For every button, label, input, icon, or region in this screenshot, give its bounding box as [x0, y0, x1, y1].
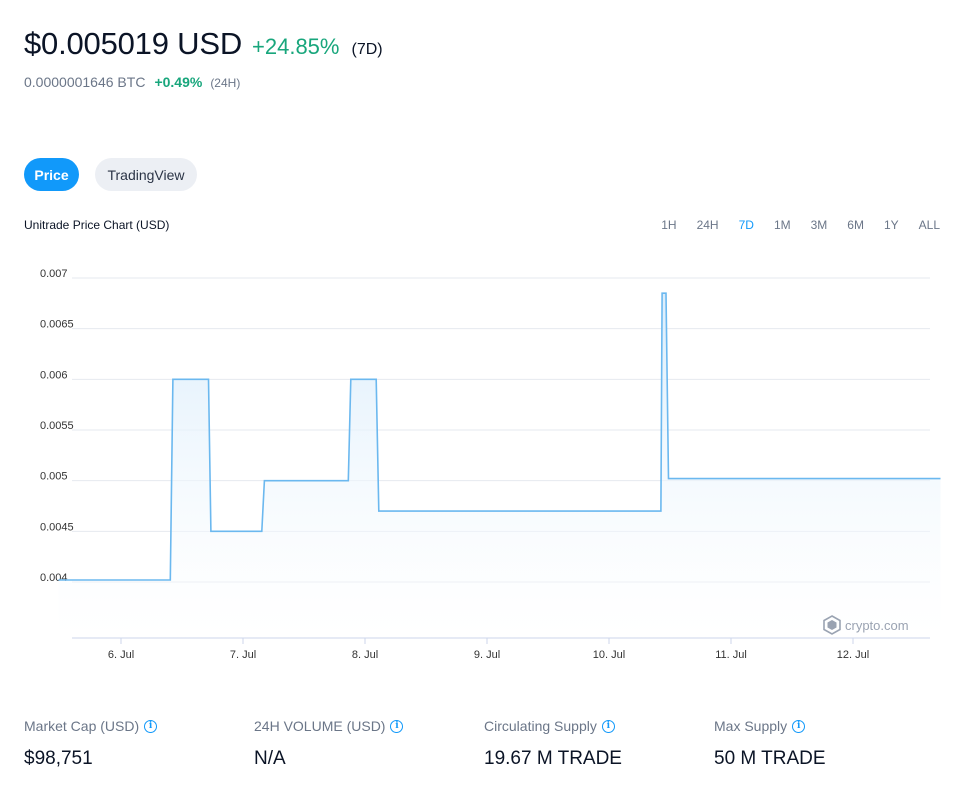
stat-max-supply: Max Supply i 50 M TRADE: [714, 718, 944, 770]
stats-row: Market Cap (USD) i $98,751 24H VOLUME (U…: [24, 718, 944, 770]
btc-price: 0.0000001646 BTC: [24, 74, 146, 90]
crypto-com-logo-icon: [823, 615, 841, 635]
range-all[interactable]: ALL: [918, 218, 940, 232]
price-header: $0.005019 USD +24.85% (7D): [24, 26, 383, 62]
stat-circulating-supply: Circulating Supply i 19.67 M TRADE: [484, 718, 714, 770]
stat-24h-volume: 24H VOLUME (USD) i N/A: [254, 718, 484, 770]
x-tick-label: 10. Jul: [593, 649, 625, 661]
range-24h[interactable]: 24H: [696, 218, 719, 232]
stat-value: N/A: [254, 748, 286, 769]
range-1y[interactable]: 1Y: [883, 218, 899, 232]
y-tick-label: 0.0065: [40, 319, 74, 331]
stat-value: 19.67 M TRADE: [484, 748, 622, 769]
info-icon[interactable]: i: [144, 719, 158, 733]
x-tick-label: 11. Jul: [715, 649, 747, 661]
btc-change-range: (24H): [210, 76, 241, 90]
stat-label: 24H VOLUME (USD): [254, 718, 386, 734]
stat-label: Circulating Supply: [484, 718, 597, 734]
current-price: $0.005019 USD: [24, 26, 243, 61]
info-icon[interactable]: i: [792, 719, 806, 733]
tab-price[interactable]: Price: [24, 158, 79, 191]
y-tick-label: 0.005: [40, 471, 68, 483]
stat-market-cap: Market Cap (USD) i $98,751: [24, 718, 254, 770]
x-tick-label: 9. Jul: [474, 649, 500, 661]
x-axis-labels: 6. Jul 7. Jul 8. Jul 9. Jul 10. Jul 11. Jul 12…: [108, 638, 869, 661]
y-tick-label: 0.0045: [40, 521, 74, 533]
stat-label: Market Cap (USD): [24, 718, 140, 734]
stat-value: 50 M TRADE: [714, 748, 826, 769]
y-tick-label: 0.007: [40, 268, 68, 280]
crypto-com-watermark: crypto.com: [823, 615, 909, 635]
tab-tradingview[interactable]: TradingView: [95, 158, 197, 191]
stat-label: Max Supply: [714, 718, 788, 734]
price-change-percent: +24.85%: [252, 34, 340, 59]
x-tick-label: 12. Jul: [837, 649, 869, 661]
range-1m[interactable]: 1M: [773, 218, 791, 232]
x-tick-label: 6. Jul: [108, 649, 134, 661]
x-tick-label: 8. Jul: [352, 649, 378, 661]
info-icon[interactable]: i: [390, 719, 404, 733]
range-1h[interactable]: 1H: [661, 218, 677, 232]
chart-title: Unitrade Price Chart (USD): [24, 218, 170, 232]
x-tick-label: 7. Jul: [230, 649, 256, 661]
btc-change-percent: +0.49%: [154, 74, 203, 90]
range-3m[interactable]: 3M: [810, 218, 828, 232]
range-7d[interactable]: 7D: [738, 218, 754, 232]
range-6m[interactable]: 6M: [847, 218, 864, 232]
btc-price-row: 0.0000001646 BTC +0.49% (24H): [24, 74, 240, 90]
price-area: [58, 293, 941, 638]
info-icon[interactable]: i: [601, 719, 615, 733]
price-line: [58, 292, 941, 581]
time-range-selector: 1H 24H 7D 1M 3M 6M 1Y ALL: [641, 218, 940, 232]
price-change-range: (7D): [351, 41, 383, 58]
stat-value: $98,751: [24, 748, 93, 769]
watermark-text: crypto.com: [845, 618, 909, 633]
y-tick-label: 0.006: [40, 369, 68, 381]
y-tick-label: 0.0055: [40, 420, 74, 432]
